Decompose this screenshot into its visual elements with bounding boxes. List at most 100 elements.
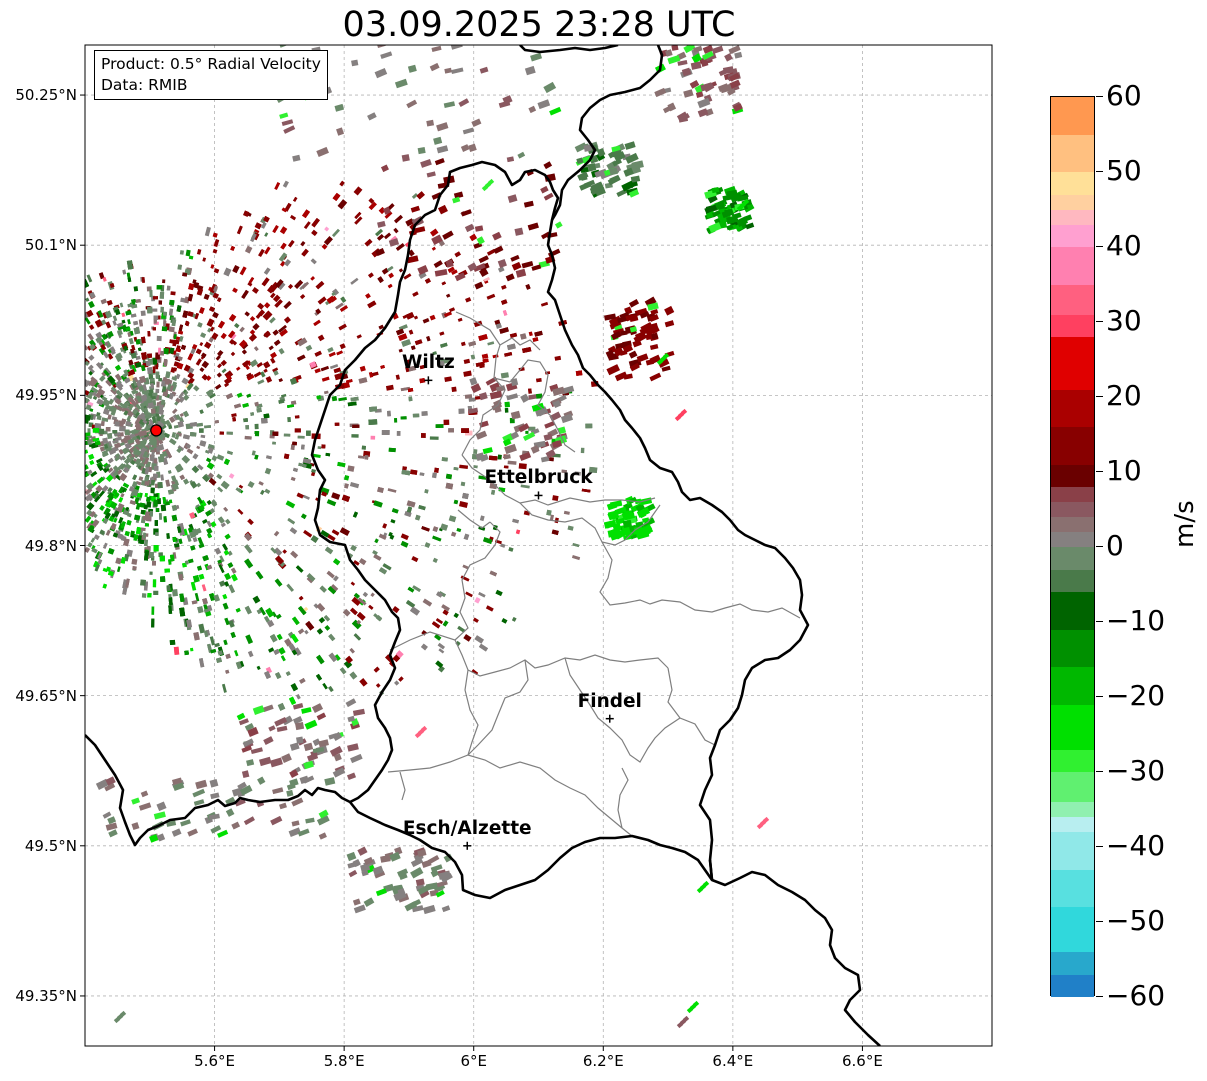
echo-gate xyxy=(283,125,296,134)
echo-gate xyxy=(364,454,369,460)
echo-gate xyxy=(426,171,436,178)
echo-gate xyxy=(278,378,283,383)
echo-gate xyxy=(88,291,96,299)
echo-gate xyxy=(270,351,277,359)
echo-gate xyxy=(92,395,98,400)
echo-gate xyxy=(142,532,146,539)
echo-gate xyxy=(242,738,254,747)
echo-gate xyxy=(113,517,118,523)
echo-gate xyxy=(206,527,213,535)
echo-gate xyxy=(290,444,295,450)
echo-gate xyxy=(97,559,103,565)
echo-gate xyxy=(158,300,163,305)
echo-gate xyxy=(350,753,363,764)
echo-gate xyxy=(367,300,377,309)
echo-gate xyxy=(465,297,472,303)
echo-gate xyxy=(465,591,473,598)
echo-gate xyxy=(112,315,118,322)
echo-gate xyxy=(263,615,271,623)
echo-gate xyxy=(247,650,254,658)
echo-gate xyxy=(726,224,734,231)
echo-gate xyxy=(114,442,121,449)
echo-gate xyxy=(208,337,214,343)
echo-gate xyxy=(186,382,194,390)
echo-gate xyxy=(248,333,257,342)
colorbar-tick xyxy=(1096,471,1103,472)
echo-gate xyxy=(370,435,376,440)
echo-gate xyxy=(701,50,714,61)
echo-gate xyxy=(211,332,219,340)
echo-gate xyxy=(733,103,743,112)
echo-gate xyxy=(416,191,425,200)
echo-gate xyxy=(442,230,454,240)
echo-gate xyxy=(435,618,443,625)
echo-gate xyxy=(594,168,608,178)
echo-gate xyxy=(100,421,105,427)
echo-gate xyxy=(257,379,265,385)
colorbar-segment xyxy=(1051,772,1094,802)
echo-gate xyxy=(186,443,191,449)
echo-gate xyxy=(174,361,180,366)
echo-gate xyxy=(585,423,593,429)
echo-gate xyxy=(485,18,493,26)
echo-gate xyxy=(230,631,236,638)
echo-gate xyxy=(88,324,95,331)
echo-gate xyxy=(504,352,513,357)
echo-gate xyxy=(507,460,517,465)
echo-gate xyxy=(92,437,100,442)
echo-gate xyxy=(132,566,137,571)
echo-gate xyxy=(232,417,236,422)
echo-gate xyxy=(244,435,252,440)
echo-gate xyxy=(316,712,327,721)
echo-gate xyxy=(704,204,718,214)
echo-gate xyxy=(282,549,288,554)
echo-gate xyxy=(517,16,528,26)
colorbar-segment xyxy=(1051,487,1094,502)
echo-gate xyxy=(282,180,289,188)
lat-label: 49.5°N xyxy=(24,836,77,855)
echo-gate xyxy=(104,783,116,792)
echo-gate xyxy=(254,423,259,430)
echo-gate xyxy=(140,394,148,402)
echo-gate xyxy=(250,233,257,243)
echo-gate xyxy=(179,607,186,617)
echo-gate xyxy=(320,529,330,538)
echo-gate xyxy=(654,87,667,98)
echo-gate xyxy=(486,248,496,256)
echo-gate xyxy=(398,676,404,682)
echo-gate xyxy=(85,404,92,411)
echo-gate xyxy=(223,506,229,512)
echo-gate xyxy=(249,316,256,322)
echo-gate xyxy=(183,390,189,396)
city-label: Ettelbruck xyxy=(484,467,593,489)
echo-gate xyxy=(528,105,537,114)
echo-gate xyxy=(388,238,400,247)
echo-gate xyxy=(435,424,444,428)
echo-gate xyxy=(210,792,220,800)
echo-gate xyxy=(101,450,109,457)
echo-gate xyxy=(85,414,91,421)
echo-gate xyxy=(186,619,193,628)
echo-gate xyxy=(210,500,218,508)
echo-gate xyxy=(419,377,426,384)
echo-gate xyxy=(170,475,177,482)
echo-gate xyxy=(336,127,345,136)
echo-gate xyxy=(368,604,374,610)
echo-gate xyxy=(447,266,455,273)
echo-gate xyxy=(123,369,129,376)
echo-gate xyxy=(225,374,232,381)
echo-gate xyxy=(132,436,138,441)
echo-gate xyxy=(419,472,425,476)
echo-gate xyxy=(187,367,195,375)
echo-gate xyxy=(98,490,105,498)
echo-gate xyxy=(349,671,358,680)
radar-site-marker[interactable] xyxy=(150,424,163,437)
echo-gate xyxy=(283,316,292,324)
echo-gate xyxy=(288,240,295,248)
echo-gate xyxy=(278,324,287,333)
echo-gate xyxy=(293,647,302,657)
echo-gate xyxy=(300,294,306,300)
echo-gate xyxy=(501,299,508,305)
echo-gate xyxy=(217,350,224,357)
